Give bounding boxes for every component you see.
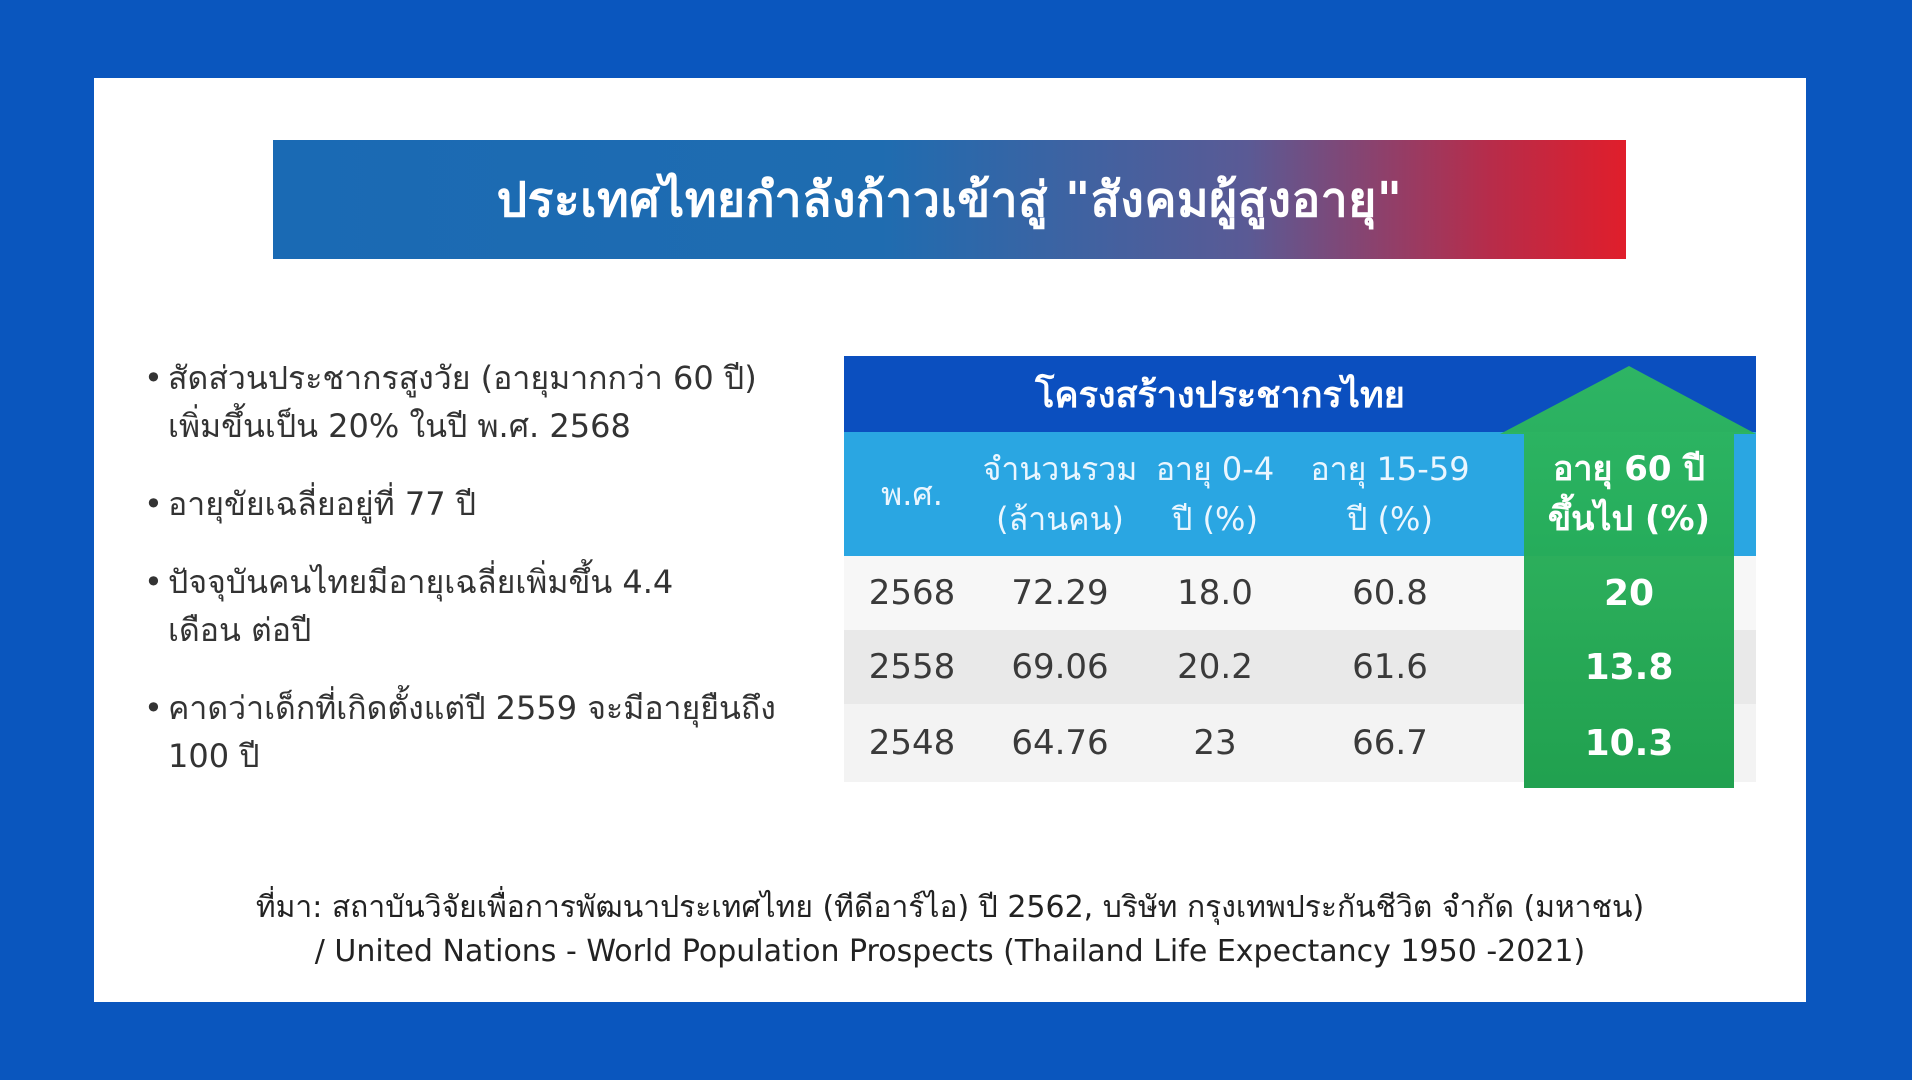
cell-age-15-59: 60.8 bbox=[1352, 573, 1428, 613]
cell-total: 64.76 bbox=[1011, 723, 1109, 763]
column-header-year: พ.ศ. bbox=[881, 475, 943, 513]
column-header-age-0-4: อายุ 0-4 ปี (%) bbox=[1155, 450, 1275, 538]
bullet-item: อายุขัยเฉลี่ยอยู่ที่ 77 ปี bbox=[144, 480, 864, 528]
cell-age-60-plus: 20 bbox=[1603, 572, 1655, 614]
up-arrow-icon bbox=[1500, 366, 1756, 788]
population-table: โครงสร้างประชากรไทย พ.ศ. จำนวนรวม (ล้านค… bbox=[844, 356, 1756, 788]
column-header-age-15-59: อายุ 15-59 ปี (%) bbox=[1310, 450, 1470, 538]
bullet-item: คาดว่าเด็กที่เกิดตั้งแต่ปี 2559 จะมีอายุ… bbox=[144, 684, 808, 780]
cell-age-0-4: 23 bbox=[1193, 723, 1237, 763]
cell-age-0-4: 18.0 bbox=[1177, 573, 1253, 613]
source-note: ที่มา: สถาบันวิจัยเพื่อการพัฒนาประเทศไทย… bbox=[94, 886, 1806, 974]
cell-age-15-59: 61.6 bbox=[1352, 647, 1428, 687]
cell-age-0-4: 20.2 bbox=[1177, 647, 1253, 687]
column-header-total: จำนวนรวม (ล้านคน) bbox=[982, 450, 1138, 538]
table-title: โครงสร้างประชากรไทย bbox=[1035, 374, 1405, 416]
column-header-age-60-plus: อายุ 60 ปี ขึ้นไป (%) bbox=[1547, 449, 1711, 539]
cell-year: 2568 bbox=[868, 573, 956, 613]
bullet-item: สัดส่วนประชากรสูงวัย (อายุมากกว่า 60 ปี)… bbox=[144, 354, 808, 450]
cell-total: 69.06 bbox=[1011, 647, 1109, 687]
cell-age-15-59: 66.7 bbox=[1352, 723, 1428, 763]
cell-total: 72.29 bbox=[1011, 573, 1109, 613]
bullet-item: ปัจจุบันคนไทยมีอายุเฉลี่ยเพิ่มขึ้น 4.4 เ… bbox=[144, 558, 688, 654]
cell-age-60-plus: 10.3 bbox=[1584, 722, 1674, 764]
slide-title: ประเทศไทยกำลังก้าวเข้าสู่ "สังคมผู้สูงอา… bbox=[496, 171, 1403, 228]
bullet-list: สัดส่วนประชากรสูงวัย (อายุมากกว่า 60 ปี)… bbox=[144, 354, 864, 810]
slide: ประเทศไทยกำลังก้าวเข้าสู่ "สังคมผู้สูงอา… bbox=[94, 78, 1806, 1002]
source-line-2: / United Nations - World Population Pros… bbox=[314, 934, 1586, 969]
cell-age-60-plus: 13.8 bbox=[1584, 646, 1674, 688]
cell-year: 2548 bbox=[868, 723, 956, 763]
title-banner: ประเทศไทยกำลังก้าวเข้าสู่ "สังคมผู้สูงอา… bbox=[273, 140, 1626, 259]
source-line-1: ที่มา: สถาบันวิจัยเพื่อการพัฒนาประเทศไทย… bbox=[255, 890, 1645, 925]
cell-year: 2558 bbox=[868, 647, 956, 687]
